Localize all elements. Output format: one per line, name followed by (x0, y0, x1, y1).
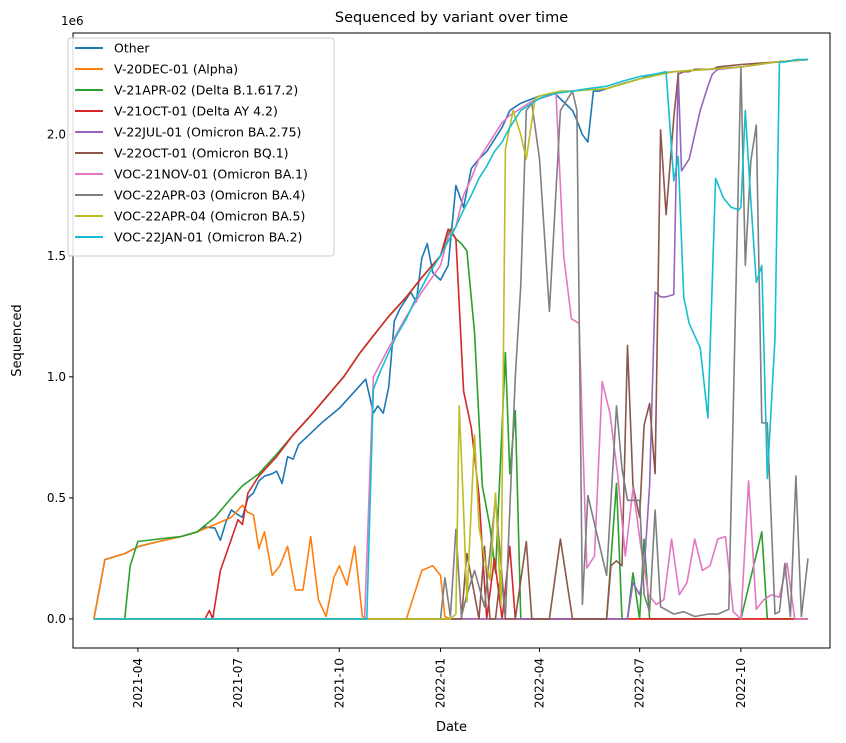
series-line-5 (93, 58, 809, 620)
y-tick-label-3: 1.5 (47, 249, 66, 263)
x-tick-label-3: 2022-01 (433, 658, 447, 708)
series-layer (93, 58, 809, 620)
x-tick-label-6: 2022-10 (734, 658, 748, 708)
series-line-2 (93, 228, 808, 620)
series-line-6 (93, 92, 808, 620)
legend-label-6: VOC-21NOV-01 (Omicron BA.1) (114, 167, 308, 182)
y-tick-label-2: 1.0 (47, 370, 66, 384)
plot-frame (72, 32, 831, 649)
legend-label-9: VOC-22JAN-01 (Omicron BA.2) (114, 230, 302, 245)
y-tick-label-4: 2.0 (47, 128, 66, 142)
legend-label-4: V-22JUL-01 (Omicron BA.2.75) (114, 125, 301, 140)
series-line-3 (93, 228, 808, 620)
y-scale-label: 1e6 (61, 14, 84, 28)
y-tick-label-0: 0.0 (47, 612, 66, 626)
x-axis-title: Date (436, 720, 467, 735)
series-line-4 (93, 58, 809, 620)
y-axis-title: Sequenced (10, 304, 25, 376)
x-axis: 2021-04 2021-07 2021-10 2022-01 2022-04 2022-… (131, 648, 748, 708)
series-line-0 (93, 58, 809, 620)
legend-label-8: VOC-22APR-04 (Omicron BA.5) (114, 209, 305, 224)
legend-label-2: V-21APR-02 (Delta B.1.617.2) (114, 83, 298, 98)
series-line-7 (93, 66, 809, 620)
chart-title: Sequenced by variant over time (335, 10, 568, 26)
series-line-9 (93, 58, 808, 620)
legend-label-7: VOC-22APR-03 (Omicron BA.4) (114, 188, 305, 203)
x-tick-label-0: 2021-04 (131, 658, 145, 708)
legend-label-1: V-20DEC-01 (Alpha) (114, 62, 238, 77)
legend: Other V-20DEC-01 (Alpha) V-21APR-02 (Delta… (67, 37, 335, 257)
x-tick-label-4: 2022-04 (533, 658, 547, 708)
y-tick-label-1: 0.5 (47, 491, 66, 505)
x-tick-label-2: 2021-10 (332, 658, 346, 708)
series-line-8 (93, 58, 809, 620)
x-tick-label-5: 2022-07 (633, 658, 647, 708)
legend-box (67, 37, 335, 257)
legend-label-5: V-22OCT-01 (Omicron BQ.1) (114, 146, 289, 161)
legend-label-3: V-21OCT-01 (Delta AY 4.2) (114, 104, 278, 119)
legend-label-0: Other (114, 41, 150, 56)
x-tick-label-1: 2021-07 (231, 658, 245, 708)
y-axis: 0.0 0.5 1.0 1.5 2.0 (47, 128, 73, 626)
series-line-1 (93, 504, 808, 620)
